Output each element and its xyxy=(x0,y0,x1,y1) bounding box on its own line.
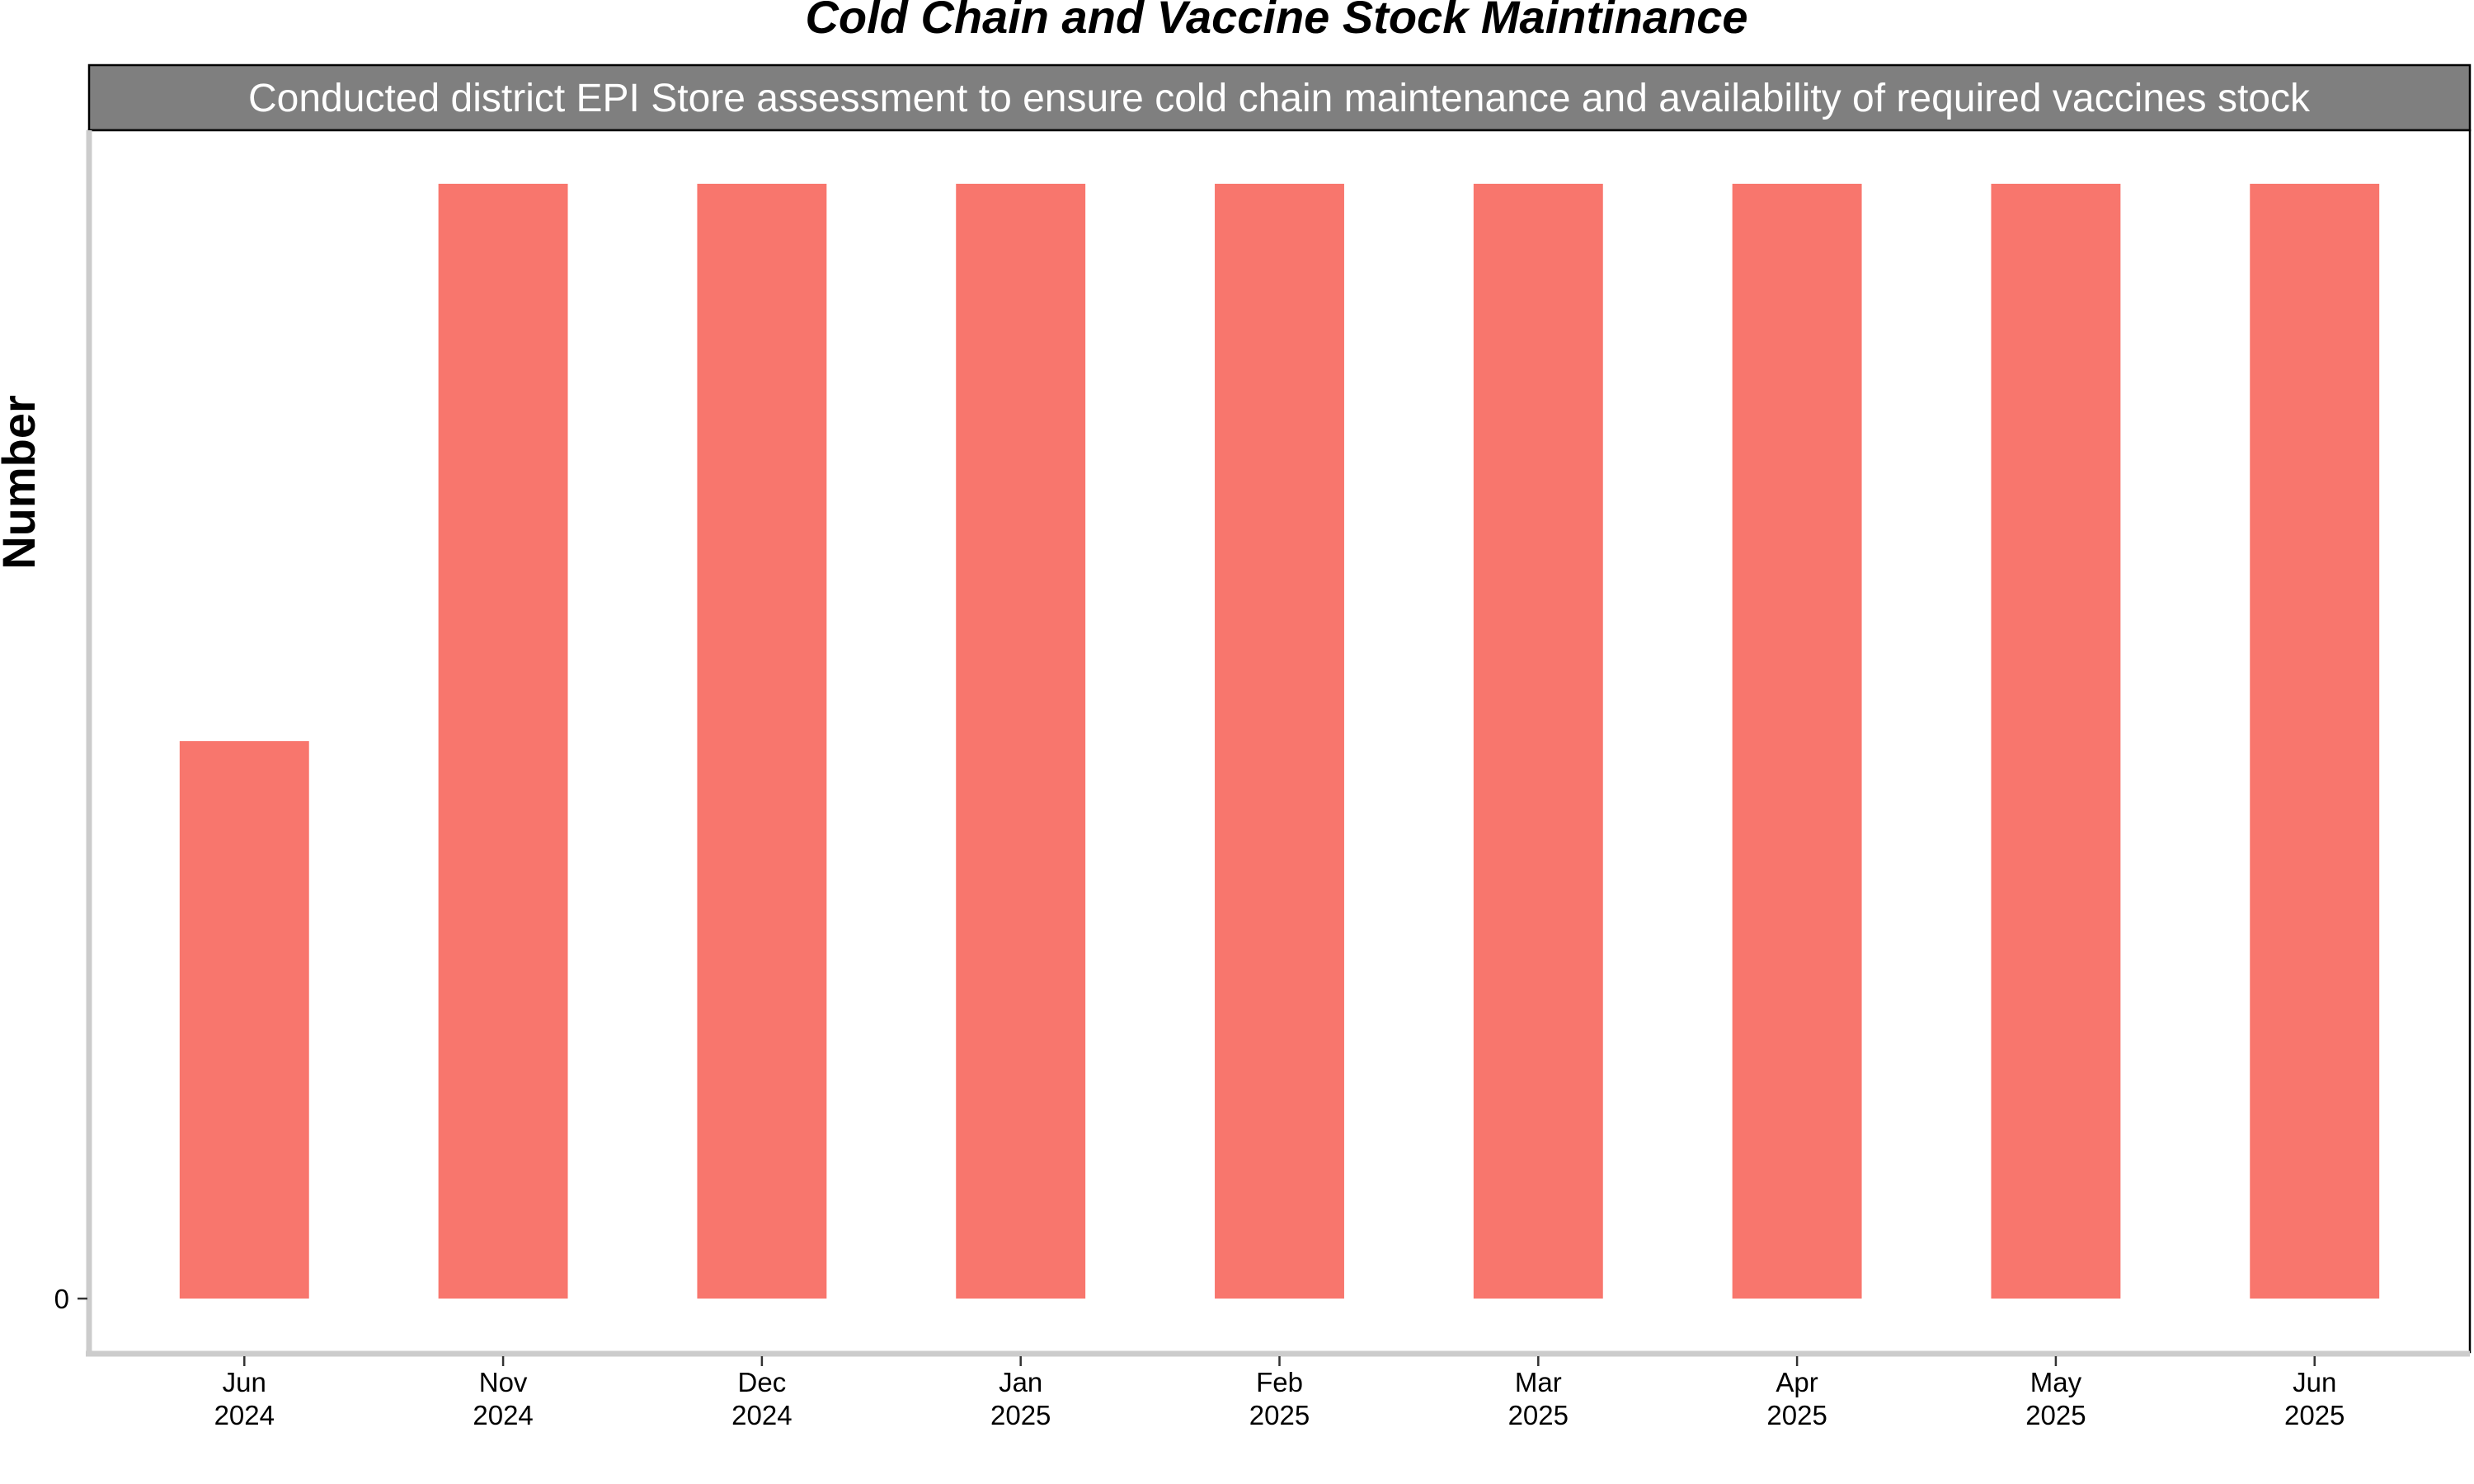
x-tick-label: Jan 2025 xyxy=(990,1367,1051,1430)
y-tick-label: 0 xyxy=(54,1284,69,1314)
bar xyxy=(697,183,827,1299)
y-ticks-layer: 0 xyxy=(54,1284,87,1314)
facet-strip xyxy=(87,63,2472,132)
bar xyxy=(956,183,1086,1299)
x-tick-label-year: 2025 xyxy=(1508,1400,1569,1430)
x-tick-label-year: 2024 xyxy=(473,1400,533,1430)
x-tick-label-year: 2025 xyxy=(1766,1400,1827,1430)
x-tick-label: Mar 2025 xyxy=(1508,1367,1569,1430)
x-tick-label: May 2025 xyxy=(2025,1367,2086,1430)
x-tick-label-month: Mar xyxy=(1515,1367,1562,1397)
bar xyxy=(1991,183,2121,1299)
x-tick-label: Nov 2024 xyxy=(473,1367,533,1430)
x-tick-label-year: 2025 xyxy=(2025,1400,2086,1430)
chart-title: Cold Chain and Vaccine Stock Maintinance xyxy=(805,0,1747,43)
x-tick-label-month: Jun xyxy=(223,1367,266,1397)
bar xyxy=(1732,183,1862,1299)
bar xyxy=(179,741,309,1299)
bars-layer xyxy=(179,183,2380,1299)
x-tick-label: Jun 2025 xyxy=(2284,1367,2345,1430)
bar xyxy=(2250,183,2380,1299)
x-tick-label-month: Apr xyxy=(1776,1367,1818,1397)
x-tick-label: Jun 2024 xyxy=(214,1367,275,1430)
x-tick-label-year: 2025 xyxy=(990,1400,1051,1430)
bar xyxy=(1473,183,1603,1299)
x-tick-label-month: Jun xyxy=(2293,1367,2336,1397)
x-tick-label-year: 2025 xyxy=(1249,1400,1310,1430)
x-tick-label-year: 2024 xyxy=(214,1400,275,1430)
x-tick-label-month: Jan xyxy=(999,1367,1042,1397)
bar xyxy=(1215,183,1344,1299)
x-tick-label-month: Nov xyxy=(479,1367,528,1397)
facet-strip-label: Conducted district EPI Store assessment … xyxy=(248,77,2311,120)
x-tick-label-year: 2025 xyxy=(2284,1400,2345,1430)
y-axis-label: Number xyxy=(0,395,45,570)
x-tick-label-month: Dec xyxy=(738,1367,787,1397)
x-tick-label-month: Feb xyxy=(1256,1367,1303,1397)
x-tick-label: Dec 2024 xyxy=(731,1367,792,1430)
x-tick-label: Apr 2025 xyxy=(1766,1367,1827,1430)
bar xyxy=(438,183,568,1299)
x-tick-label: Feb 2025 xyxy=(1249,1367,1310,1430)
x-tick-label-month: May xyxy=(2030,1367,2082,1397)
x-tick-label-year: 2024 xyxy=(731,1400,792,1430)
